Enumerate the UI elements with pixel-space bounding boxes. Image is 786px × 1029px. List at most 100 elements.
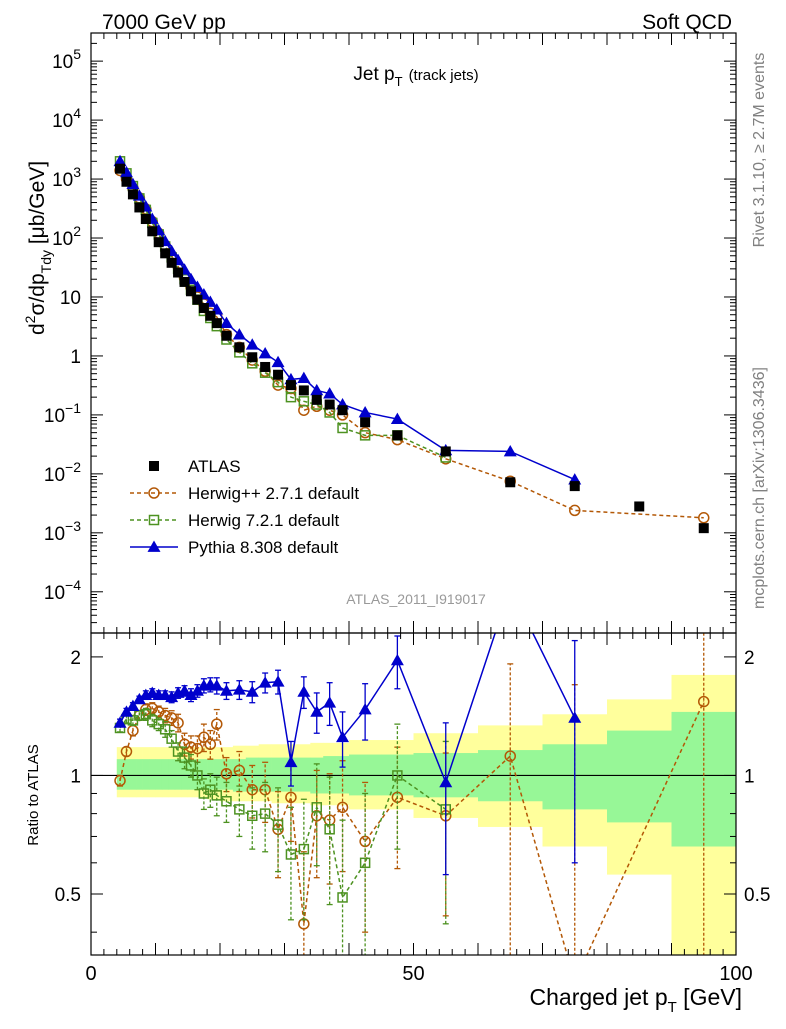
ratio-point-herwig-7-2-1-default: [211, 790, 223, 801]
ratio-point-herwig-2-7-1-default: [220, 767, 233, 780]
ratio-point-herwig-7-2-1-default: [179, 752, 190, 763]
ratio-point-pythia-8-308-default: [439, 775, 453, 788]
ratio-point-herwig-7-2-1-default: [311, 802, 322, 813]
ratio-band-green: [213, 759, 221, 790]
main-point-atlas: [273, 369, 284, 380]
main-point-atlas: [569, 481, 580, 492]
plot-title-main: Jet p: [353, 64, 394, 85]
main-point-pythia-8-308-default: [310, 383, 324, 396]
main-ytick-label: 10−4: [44, 577, 81, 604]
ratio-point-herwig-2-7-1-default: [246, 783, 258, 796]
main-point-atlas: [140, 214, 151, 225]
ratio-point-herwig-2-7-1-default: [178, 738, 191, 751]
main-point-pythia-8-308-default: [119, 165, 133, 178]
ratio-panel-axes: 0.5 0.5 1 1 2 2 0 50 100: [55, 632, 770, 985]
legend-entry-herwig-2-7-1-default: Herwig++ 2.7.1 default: [130, 484, 359, 503]
ratio-band-green: [161, 759, 169, 790]
ratio-point-herwig-7-2-1-default: [247, 810, 258, 822]
main-series-pythia-8-308-default: [113, 154, 582, 485]
main-ytick-exp: −4: [65, 577, 81, 593]
main-point-atlas: [153, 237, 164, 248]
main-point-atlas: [179, 276, 190, 287]
main-ytick-exp: −1: [65, 400, 81, 416]
ratio-point-pythia-8-308-default: [358, 703, 372, 715]
main-point-atlas: [205, 310, 216, 321]
main-ytick-label: 10−2: [44, 459, 81, 486]
ratio-panel-series: [113, 633, 710, 955]
main-ytick-label: 10−3: [44, 518, 81, 545]
ratio-point-herwig-2-7-1-default: [211, 718, 223, 730]
main-point-atlas: [698, 523, 709, 534]
ratio-band-green: [297, 757, 311, 792]
xlabel: Charged jet pT [GeV]: [530, 984, 742, 1016]
ratio-point-herwig-2-7-1-default: [172, 717, 184, 729]
main-point-herwig-7-2-1-default: [298, 396, 310, 407]
main-ytick-exp: −3: [65, 518, 81, 534]
main-point-atlas: [311, 394, 322, 405]
main-ylabel: d2σ/dpTdy [μb/GeV]: [22, 161, 54, 335]
main-ytick-base: 10: [52, 111, 73, 132]
main-ytick-label: 10: [60, 288, 81, 309]
main-point-atlas: [211, 318, 222, 329]
main-ytick-label: 104: [52, 105, 81, 132]
main-ytick-base: 10: [52, 229, 73, 250]
legend-entry-atlas: ATLAS: [149, 457, 241, 476]
xlabel-p2: [GeV]: [677, 984, 742, 1010]
ratio-point-pythia-8-308-default: [132, 692, 146, 705]
ratio-ytick-label-left: 1: [70, 766, 81, 787]
main-point-atlas: [166, 257, 177, 268]
main-point-pythia-8-308-default: [358, 405, 372, 418]
main-ytick-base: 10: [44, 524, 65, 545]
ratio-point-pythia-8-308-default: [178, 684, 192, 696]
ratio-point-pythia-8-308-default: [336, 730, 350, 743]
xlabel-p1: T: [668, 999, 677, 1016]
main-point-herwig-7-2-1-default: [359, 430, 371, 441]
ratio-point-pythia-8-308-default: [232, 683, 246, 695]
ratio-point-herwig-2-7-1-default: [311, 810, 323, 822]
main-line-herwig-7-2-1-default: [119, 160, 447, 459]
main-ytick-exp: 4: [73, 105, 81, 121]
main-ylabel-p2: σ/dp: [26, 273, 49, 315]
main-point-atlas: [234, 342, 245, 353]
ratio-line-herwig-2-7-1-default: [119, 701, 705, 955]
ratio-point-herwig-2-7-1-default: [359, 835, 371, 848]
ratio-point-pythia-8-308-default: [245, 685, 259, 697]
ratio-point-herwig-7-2-1-default: [259, 808, 271, 819]
main-point-atlas: [392, 430, 403, 441]
ratio-point-herwig-7-2-1-default: [234, 804, 245, 815]
ratio-point-herwig-7-2-1-default: [285, 849, 297, 860]
main-point-atlas: [198, 303, 209, 314]
legend-entry-herwig-7-2-1-default: Herwig 7.2.1 default: [130, 511, 339, 530]
ratio-point-pythia-8-308-default: [113, 716, 127, 728]
ratio-point-pythia-8-308-default: [165, 690, 179, 703]
ratio-point-herwig-7-2-1-default: [221, 795, 232, 807]
ratio-band-green: [142, 759, 150, 790]
main-ytick-label: 1: [70, 347, 81, 368]
main-point-herwig-2-7-1-default: [698, 512, 710, 524]
xlabel-p0: Charged jet p: [530, 984, 668, 1010]
legend-label-herwig-7-2-1-default: Herwig 7.2.1 default: [188, 511, 339, 530]
main-point-atlas: [247, 352, 258, 363]
main-ytick-label: 103: [52, 164, 81, 191]
main-ytick-label: 105: [52, 46, 81, 73]
ratio-point-herwig-7-2-1-default: [272, 819, 284, 830]
ratio-band-green: [116, 759, 124, 790]
ratio-band-green: [129, 759, 137, 790]
plot-title: Jet pT (track jets): [353, 64, 478, 89]
ratio-point-herwig-2-7-1-default: [698, 695, 710, 708]
ratio-band-green: [607, 730, 672, 823]
ratio-point-pythia-8-308-default: [297, 685, 311, 697]
ratio-point-herwig-7-2-1-default: [192, 770, 203, 781]
main-point-pythia-8-308-default: [390, 412, 404, 424]
ratio-point-herwig-2-7-1-default: [198, 731, 210, 744]
legend-marker-herwig-2-7-1-default: [148, 487, 160, 499]
ratio-point-herwig-7-2-1-default: [172, 746, 184, 757]
ratio-bands: [91, 674, 736, 955]
legend-marker-pythia-8-308-default: [147, 540, 161, 552]
ratio-point-herwig-2-7-1-default: [120, 745, 133, 758]
ratio-point-herwig-2-7-1-default: [114, 774, 126, 787]
main-ytick-base: 10: [44, 406, 65, 427]
ratio-band-green: [123, 759, 130, 790]
plot-title-note: (track jets): [409, 67, 479, 84]
main-point-atlas: [185, 286, 196, 297]
